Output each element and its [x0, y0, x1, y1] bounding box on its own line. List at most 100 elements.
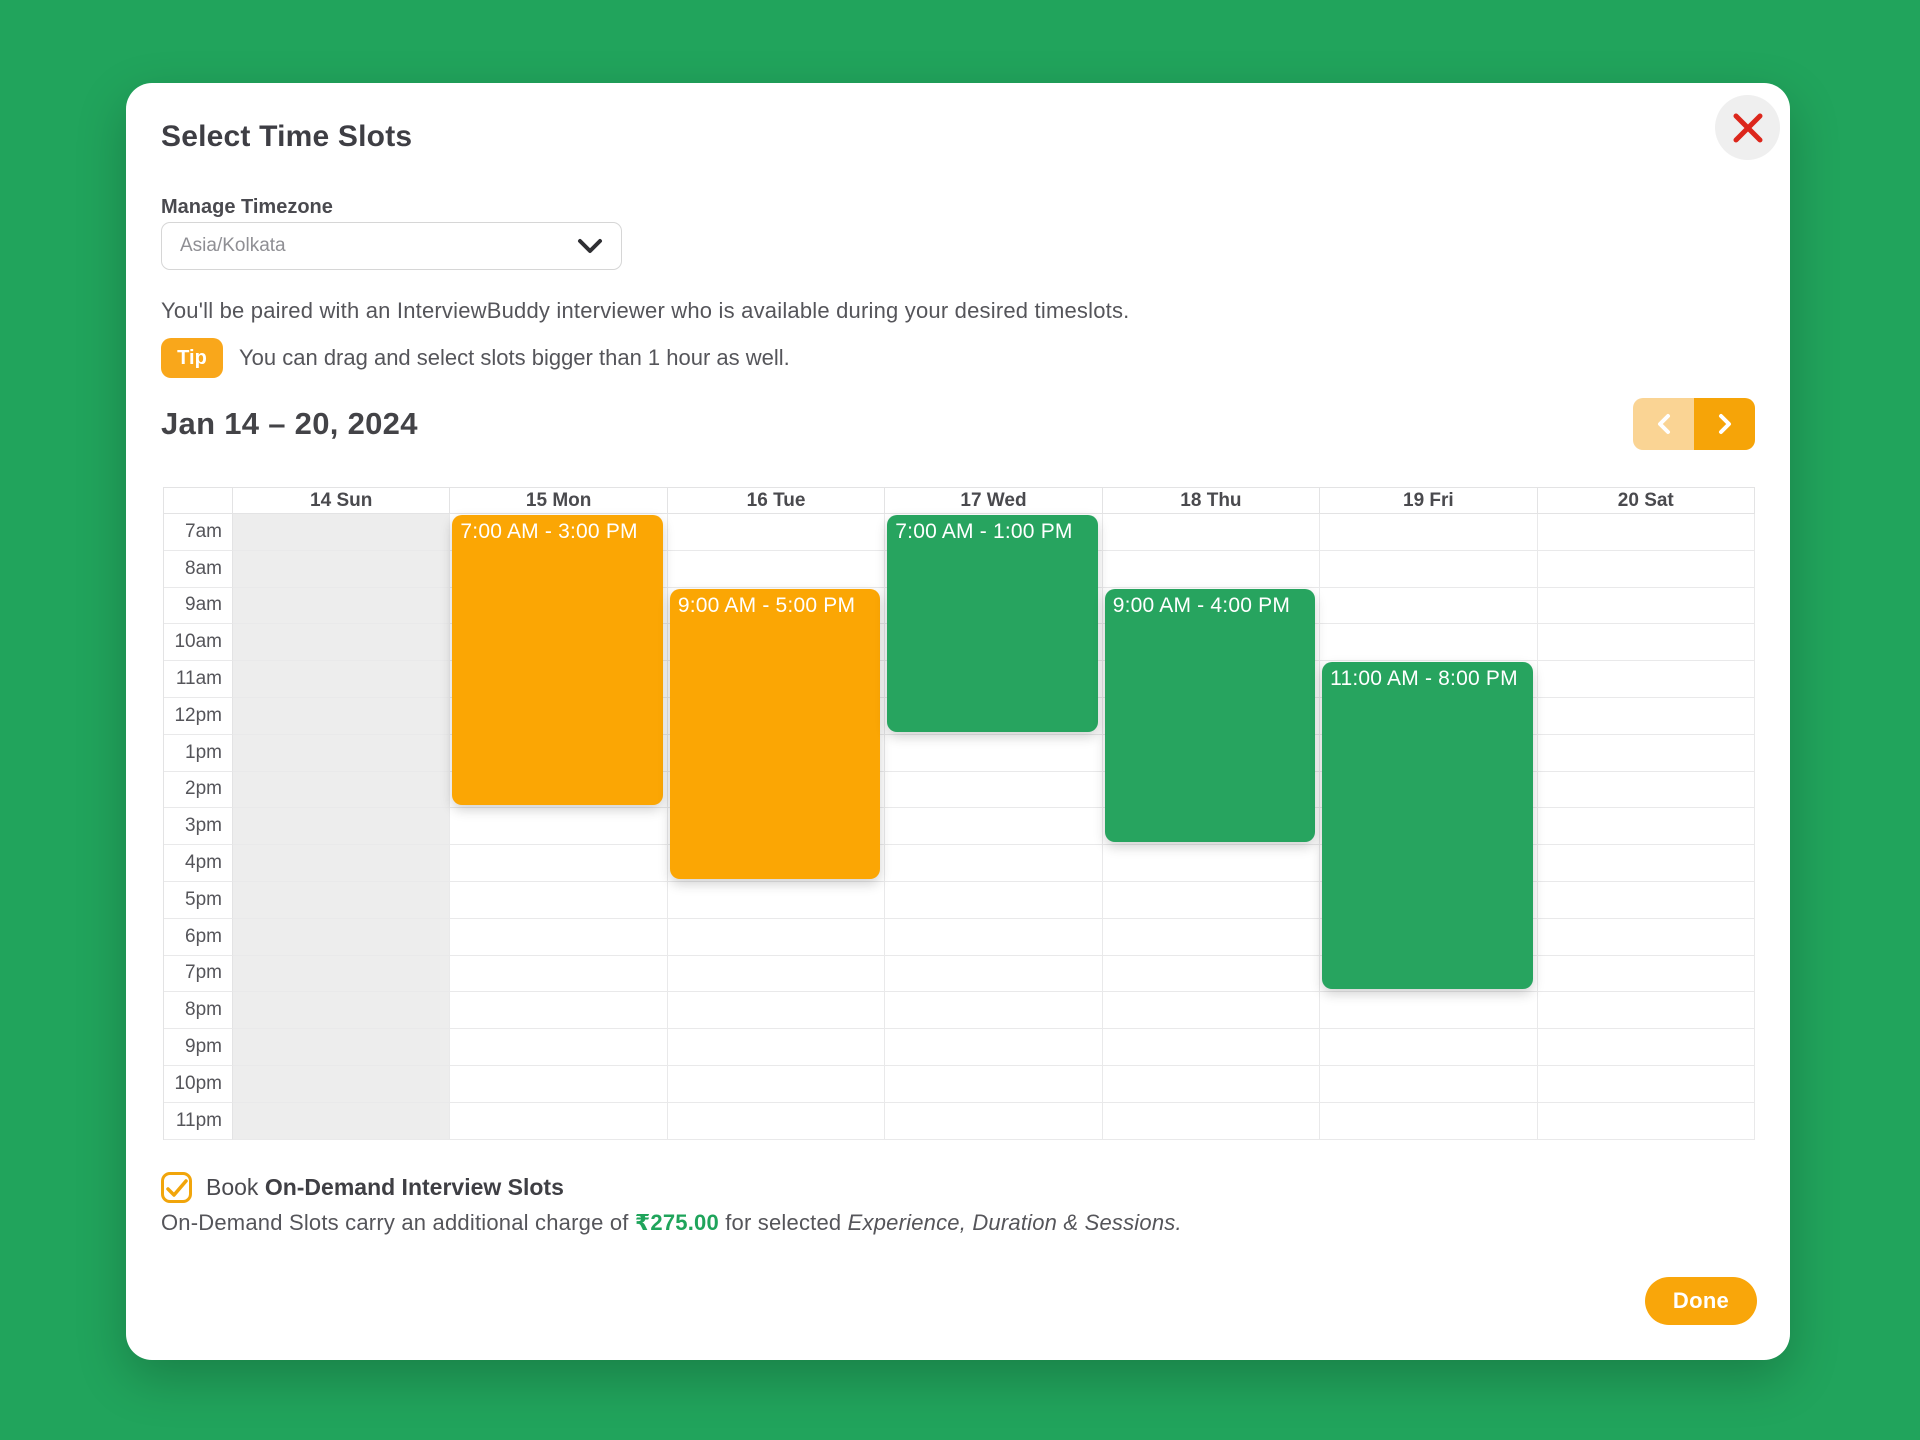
note-price: ₹275.00 — [634, 1209, 719, 1235]
slot-cell[interactable] — [885, 845, 1103, 882]
slot-cell[interactable] — [1537, 1102, 1755, 1140]
slot-cell[interactable] — [667, 918, 886, 956]
slot-cell[interactable] — [1537, 661, 1755, 698]
slot-cell[interactable] — [450, 1102, 668, 1140]
slot-cell[interactable] — [1320, 624, 1538, 662]
slot-cell[interactable] — [1102, 881, 1321, 919]
slot-cell — [233, 1065, 451, 1103]
slot-cell[interactable] — [1102, 514, 1321, 551]
slot-cell[interactable] — [667, 1102, 886, 1140]
slot-cell — [233, 955, 451, 993]
slot-cell[interactable] — [450, 771, 668, 809]
slot-cell[interactable] — [1537, 918, 1755, 956]
slot-cell[interactable] — [450, 918, 668, 956]
done-button[interactable]: Done — [1645, 1277, 1757, 1325]
slot-cell[interactable] — [1102, 550, 1321, 588]
calendar-header-row: 14 Sun 15 Mon 16 Tue 17 Wed 18 Thu 19 Fri 20 S… — [163, 487, 1755, 514]
slot-cell[interactable] — [667, 514, 886, 551]
slot-cell[interactable] — [1102, 918, 1321, 956]
slot-cell[interactable] — [667, 1029, 886, 1066]
slot-cell[interactable] — [885, 992, 1103, 1030]
slot-cell[interactable] — [667, 881, 886, 919]
slot-cell[interactable] — [450, 992, 668, 1030]
chevron-down-icon — [577, 238, 603, 254]
slot-cell[interactable] — [667, 550, 886, 588]
timezone-value: Asia/Kolkata — [180, 235, 286, 256]
slot-cell[interactable] — [1537, 624, 1755, 662]
slot-cell[interactable] — [450, 1065, 668, 1103]
slot-cell[interactable] — [1320, 514, 1538, 551]
previous-week-button[interactable] — [1633, 397, 1694, 450]
note-middle: for selected — [718, 1209, 848, 1235]
time-label-10: 5pm — [164, 881, 233, 919]
slot-cell[interactable] — [1320, 1065, 1538, 1103]
dialog-title: Select Time Slots — [161, 120, 413, 153]
slot-cell — [233, 661, 451, 698]
slot-cell[interactable] — [1537, 587, 1755, 625]
slot-cell[interactable] — [1537, 1065, 1755, 1103]
slot-cell[interactable] — [667, 845, 886, 882]
slot-cell[interactable] — [1320, 1102, 1538, 1140]
slot-cell[interactable] — [1537, 845, 1755, 882]
slot-cell[interactable] — [885, 734, 1103, 772]
slot-cell[interactable] — [667, 992, 886, 1030]
event-3[interactable]: 9:00 AM - 4:00 PM — [1104, 588, 1316, 843]
slot-cell[interactable] — [450, 808, 668, 846]
slot-cell[interactable] — [885, 1102, 1103, 1140]
slot-cell[interactable] — [885, 771, 1103, 809]
slot-cell[interactable] — [1537, 697, 1755, 735]
slot-cell[interactable] — [450, 955, 668, 993]
slot-cell[interactable] — [1102, 1102, 1321, 1140]
slot-cell[interactable] — [885, 1029, 1103, 1066]
day-header-4: 18 Thu — [1102, 488, 1321, 514]
event-1[interactable]: 9:00 AM - 5:00 PM — [669, 588, 881, 879]
slot-cell[interactable] — [885, 1065, 1103, 1103]
slot-cell[interactable] — [1537, 955, 1755, 993]
slot-cell[interactable] — [885, 808, 1103, 846]
day-header-5: 19 Fri — [1320, 488, 1538, 514]
slot-cell[interactable] — [1537, 1029, 1755, 1066]
slot-cell[interactable] — [1537, 881, 1755, 919]
slot-cell[interactable] — [885, 881, 1103, 919]
on-demand-checkbox[interactable] — [161, 1172, 192, 1204]
next-week-button[interactable] — [1694, 397, 1755, 450]
slot-cell[interactable] — [1320, 1029, 1538, 1066]
event-2[interactable]: 7:00 AM - 1:00 PM — [887, 515, 1098, 732]
slot-cell[interactable] — [1537, 550, 1755, 588]
slot-cell[interactable] — [1102, 845, 1321, 882]
slot-cell[interactable] — [1537, 734, 1755, 772]
slot-cell[interactable] — [1320, 587, 1538, 625]
slot-cell[interactable] — [667, 1065, 886, 1103]
time-label-8: 3pm — [164, 808, 233, 846]
slot-cell[interactable] — [1102, 1065, 1321, 1103]
slot-cell[interactable] — [667, 955, 886, 993]
on-demand-checkbox-label: Book On-Demand Interview Slots — [206, 1174, 564, 1201]
slot-cell — [233, 550, 451, 588]
slot-cell[interactable] — [450, 881, 668, 919]
slot-cell[interactable] — [1102, 992, 1321, 1030]
time-label-9: 4pm — [164, 845, 233, 882]
close-icon — [1731, 111, 1765, 145]
event-4[interactable]: 11:00 AM - 8:00 PM — [1322, 662, 1533, 990]
slot-cell[interactable] — [450, 845, 668, 882]
slot-cell[interactable] — [1537, 771, 1755, 809]
slot-cell[interactable] — [1102, 808, 1321, 846]
slot-cell[interactable] — [1537, 808, 1755, 846]
calendar-body: 7am 8am 9am 10am 11am 12pm 1pm 2pm 3pm 4pm 5pm 6pm 7… — [163, 514, 1755, 1140]
slot-cell[interactable] — [1537, 514, 1755, 551]
timezone-label: Manage Timezone — [161, 196, 333, 218]
slot-cell[interactable] — [885, 955, 1103, 993]
slot-cell[interactable] — [885, 918, 1103, 956]
slot-cell[interactable] — [1537, 992, 1755, 1030]
slot-cell[interactable] — [1320, 955, 1538, 993]
slot-cell[interactable] — [1320, 992, 1538, 1030]
slot-cell[interactable] — [450, 1029, 668, 1066]
close-button[interactable] — [1715, 95, 1780, 160]
slot-cell[interactable] — [1102, 1029, 1321, 1066]
slot-cell[interactable] — [1102, 955, 1321, 993]
event-0[interactable]: 7:00 AM - 3:00 PM — [452, 515, 663, 806]
slot-cell[interactable] — [885, 697, 1103, 735]
slot-cell[interactable] — [1320, 550, 1538, 588]
timezone-select[interactable]: Asia/Kolkata — [161, 222, 622, 270]
time-label-4: 11am — [164, 661, 233, 698]
